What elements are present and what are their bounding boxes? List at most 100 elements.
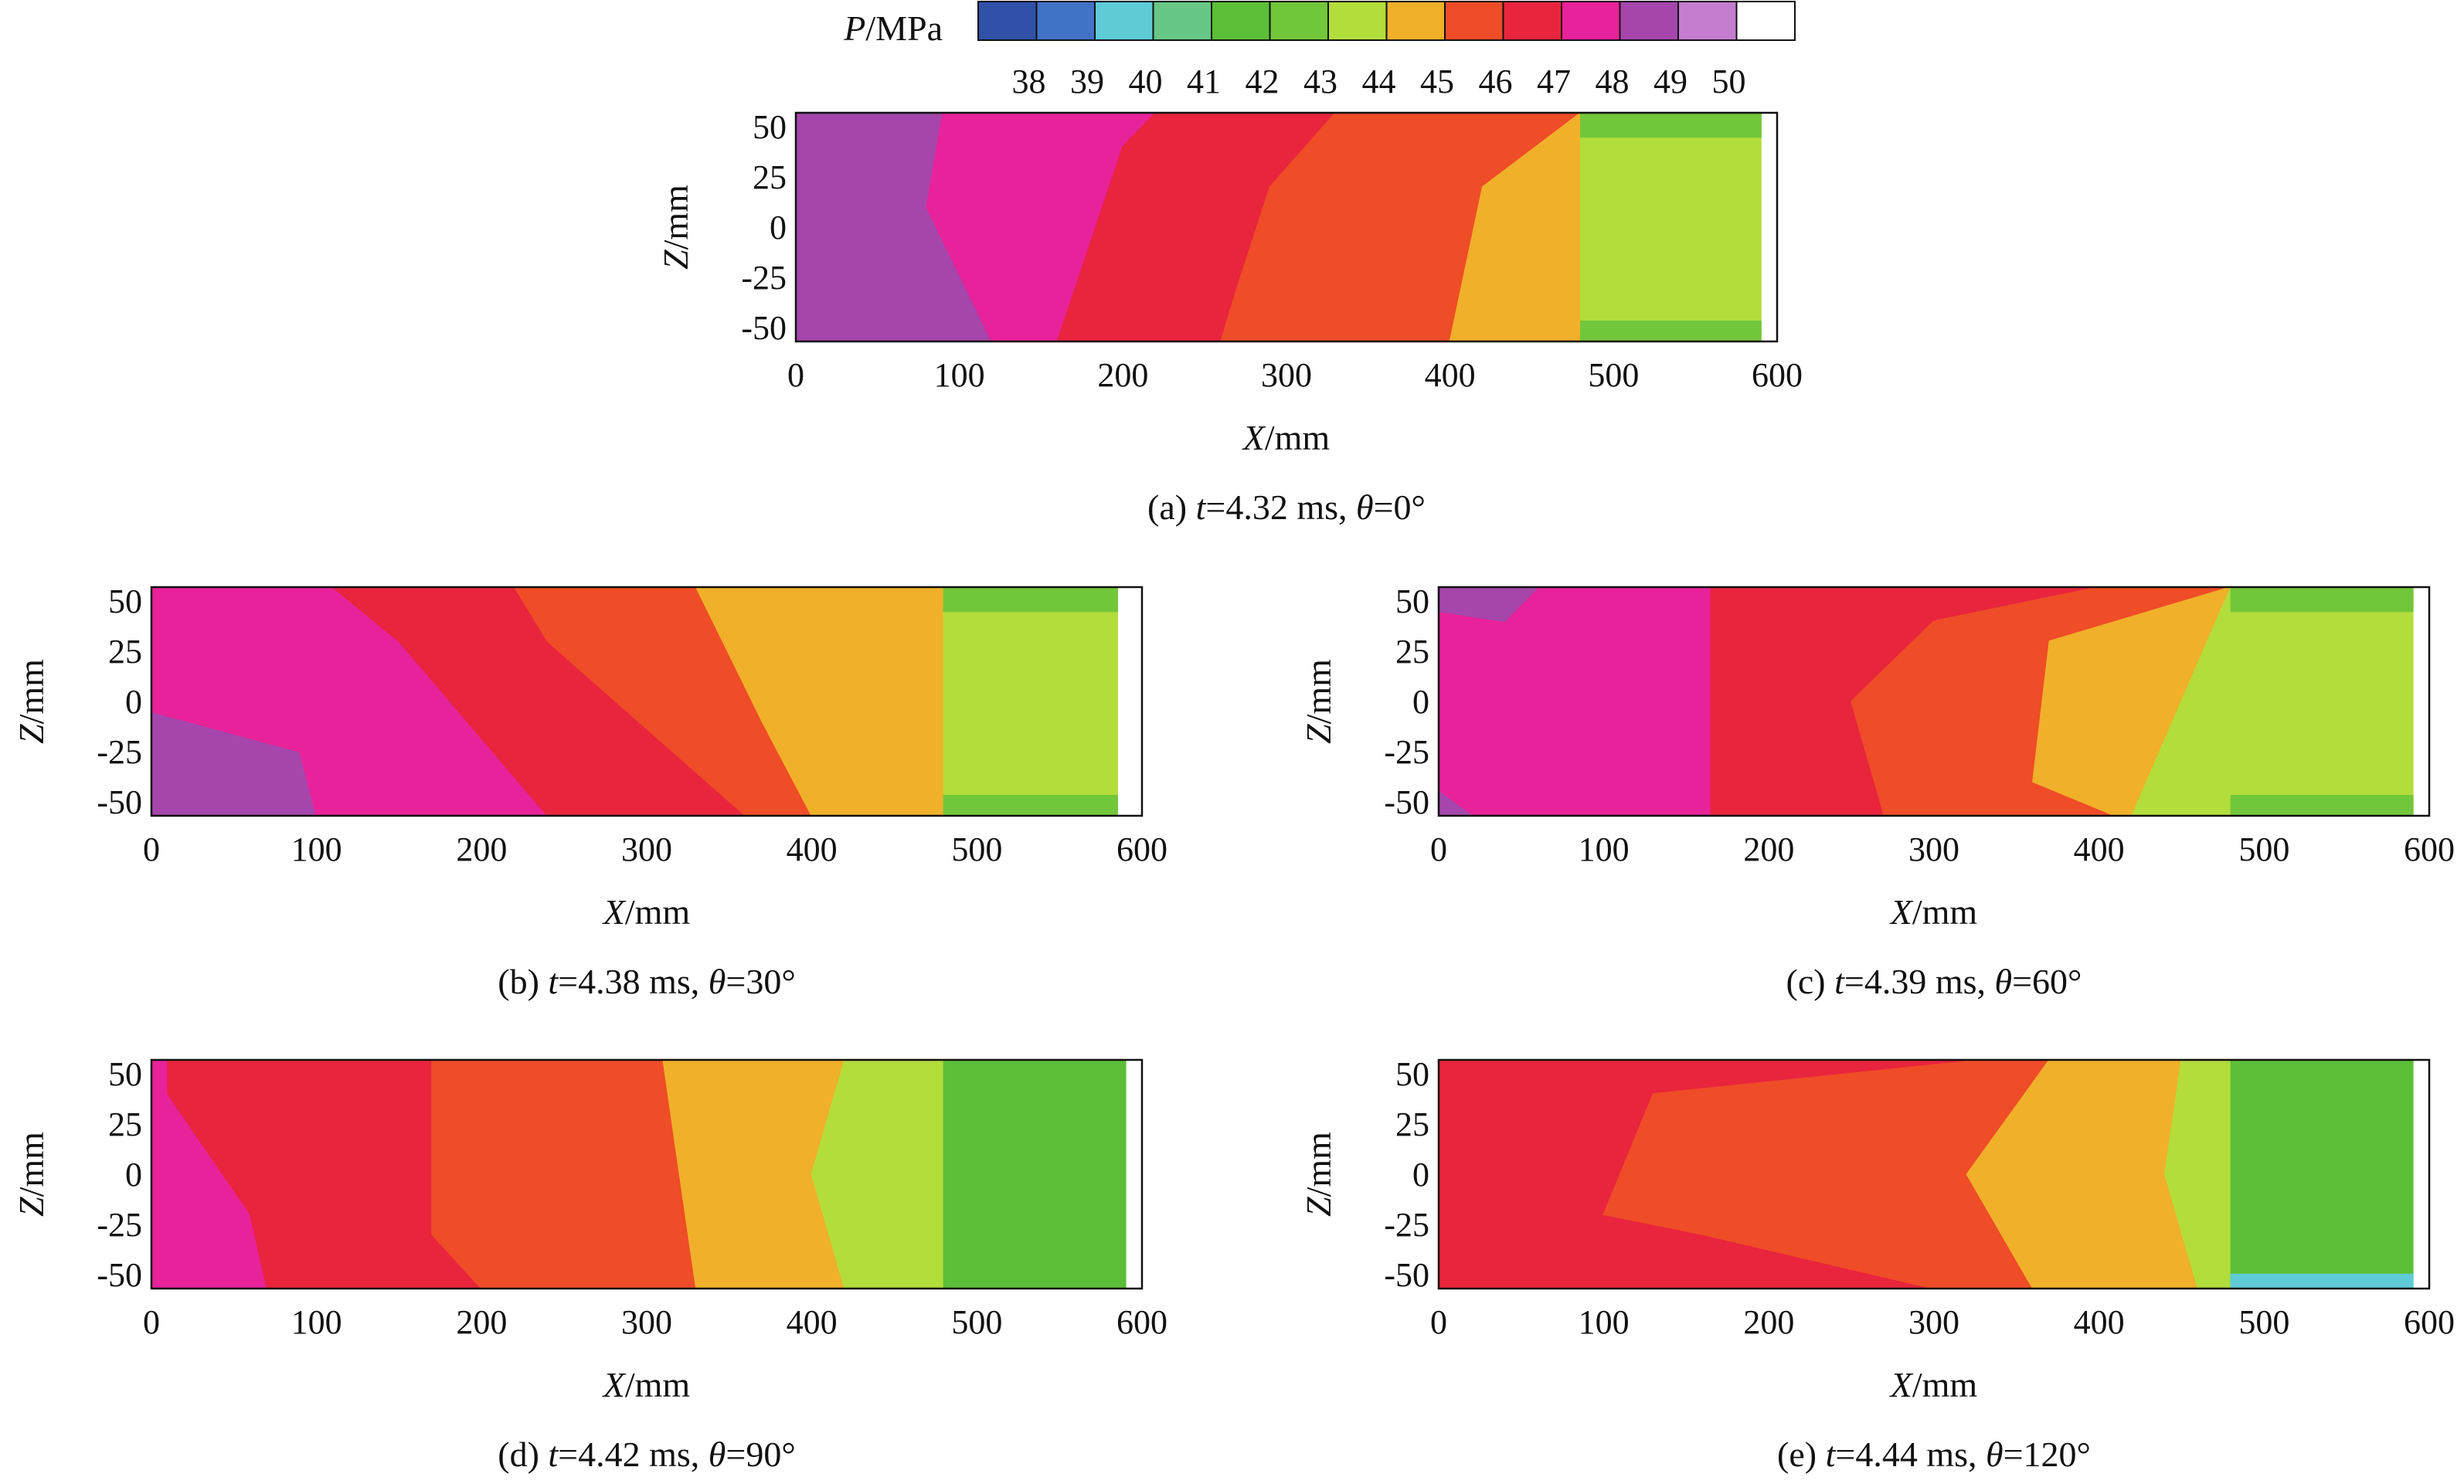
pressure-region bbox=[1580, 112, 1762, 138]
panel-caption: (a) t=4.32 ms, θ=0° bbox=[1147, 487, 1426, 527]
x-tick-label: 200 bbox=[1743, 830, 1794, 868]
y-tick-label: -50 bbox=[97, 783, 142, 821]
y-tick-label: 25 bbox=[753, 158, 787, 196]
colorbar-label: P/MPa bbox=[843, 8, 943, 48]
pressure-region bbox=[1580, 112, 1762, 342]
panel-d: 0 100 200 300 400 500 600 50 25 0 -25 -50 X/mm Z/m… bbox=[12, 1055, 1167, 1474]
y-tick-labels: 50 25 0 -25 -50 bbox=[1384, 582, 1429, 821]
colorbar-tick: 50 bbox=[1712, 63, 1746, 100]
pressure-region bbox=[943, 586, 1118, 817]
colorbar-swatch bbox=[1211, 1, 1271, 41]
x-tick-label: 100 bbox=[1579, 830, 1630, 868]
x-tick-label: 100 bbox=[1579, 1303, 1630, 1341]
y-tick-label: 50 bbox=[1395, 582, 1429, 620]
colorbar-swatches bbox=[977, 1, 1796, 41]
x-tick-label: 500 bbox=[2238, 830, 2289, 868]
y-tick-label: -50 bbox=[1384, 1256, 1429, 1294]
colorbar-swatch bbox=[1269, 1, 1329, 41]
x-tick-label: 600 bbox=[2404, 1303, 2455, 1341]
y-axis-label: Z/mm bbox=[12, 1132, 51, 1217]
colorbar-tick: 47 bbox=[1537, 63, 1571, 100]
colorbar-swatch bbox=[1561, 1, 1621, 41]
colorbar-tick: 49 bbox=[1653, 63, 1687, 100]
y-tick-labels: 50 25 0 -25 -50 bbox=[97, 582, 142, 821]
y-tick-label: 50 bbox=[1395, 1055, 1429, 1093]
x-tick-label: 0 bbox=[143, 1303, 160, 1341]
colorbar-tick: 42 bbox=[1246, 63, 1280, 100]
x-tick-label: 500 bbox=[1588, 356, 1639, 394]
y-tick-label: -25 bbox=[97, 1206, 142, 1244]
pressure-region bbox=[943, 795, 1118, 817]
colorbar-swatch bbox=[977, 1, 1038, 41]
colorbar-tick: 41 bbox=[1187, 63, 1221, 100]
y-tick-label: -50 bbox=[741, 309, 787, 347]
x-tick-label: 600 bbox=[1116, 830, 1167, 868]
panel-caption: (b) t=4.38 ms, θ=30° bbox=[498, 962, 796, 1001]
colorbar-swatch bbox=[1327, 1, 1388, 41]
x-axis-label: X/mm bbox=[1242, 418, 1331, 457]
x-tick-label: 500 bbox=[951, 830, 1002, 868]
y-tick-label: 50 bbox=[108, 582, 142, 620]
x-tick-label: 600 bbox=[1752, 356, 1803, 394]
colorbar-tick: 48 bbox=[1596, 63, 1630, 100]
y-tick-labels: 50 25 0 -25 -50 bbox=[1384, 1055, 1429, 1294]
colorbar-swatch bbox=[1444, 1, 1504, 41]
y-tick-label: 50 bbox=[753, 108, 787, 146]
y-tick-label: 0 bbox=[1412, 683, 1429, 721]
x-tick-label: 200 bbox=[456, 830, 507, 868]
y-tick-label: -25 bbox=[1384, 733, 1429, 771]
x-tick-label: 300 bbox=[621, 1303, 672, 1341]
y-tick-labels: 50 25 0 -25 -50 bbox=[97, 1055, 142, 1294]
x-tick-label: 200 bbox=[1743, 1303, 1794, 1341]
y-tick-label: -50 bbox=[1384, 783, 1429, 821]
panel-c: 0 100 200 300 400 500 600 50 25 0 -25 -50 X/mm Z/m… bbox=[1299, 582, 2455, 1001]
y-tick-label: 0 bbox=[125, 1156, 142, 1194]
x-tick-labels: 0 100 200 300 400 500 600 bbox=[1430, 1303, 2455, 1341]
plot-frame bbox=[794, 111, 1779, 343]
y-tick-label: 25 bbox=[108, 633, 142, 671]
contour-regions bbox=[151, 586, 1118, 817]
colorbar: P/MPa 38 39 40 41 42 43 44 45 46 47 48 49 50 bbox=[843, 1, 1796, 100]
colorbar-tick: 38 bbox=[1012, 63, 1046, 100]
colorbar-tick: 44 bbox=[1362, 63, 1396, 100]
plot-frame bbox=[1437, 586, 2431, 817]
pressure-region bbox=[2230, 586, 2414, 613]
x-tick-label: 400 bbox=[787, 1303, 838, 1341]
y-tick-label: 25 bbox=[1395, 633, 1429, 671]
panel-a: 0 100 200 300 400 500 600 50 25 0 -25 -50 X/mm Z/m… bbox=[656, 108, 1803, 527]
panel-b: 0 100 200 300 400 500 600 50 25 0 -25 -50 X/mm Z/m… bbox=[12, 582, 1167, 1001]
colorbar-swatch bbox=[1502, 1, 1562, 41]
x-tick-label: 100 bbox=[934, 356, 985, 394]
x-tick-labels: 0 100 200 300 400 500 600 bbox=[787, 356, 1803, 394]
y-axis-label: Z/mm bbox=[656, 185, 695, 270]
colorbar-tick: 46 bbox=[1479, 63, 1513, 100]
x-tick-label: 0 bbox=[1430, 830, 1447, 868]
x-tick-label: 100 bbox=[291, 1303, 342, 1341]
x-tick-label: 600 bbox=[2404, 830, 2455, 868]
colorbar-swatch bbox=[1735, 1, 1796, 41]
contour-regions bbox=[1438, 586, 2414, 817]
colorbar-tick: 43 bbox=[1303, 63, 1337, 100]
x-tick-label: 0 bbox=[787, 356, 804, 394]
x-tick-label: 400 bbox=[787, 830, 838, 868]
contour-regions bbox=[1438, 1059, 2414, 1289]
colorbar-swatch bbox=[1094, 1, 1154, 41]
pressure-region bbox=[1438, 586, 1712, 817]
x-tick-label: 300 bbox=[1908, 1303, 1959, 1341]
x-tick-label: 0 bbox=[1430, 1303, 1447, 1341]
y-tick-label: 0 bbox=[125, 683, 142, 721]
y-tick-label: -25 bbox=[97, 733, 142, 771]
y-tick-label: 0 bbox=[770, 209, 787, 246]
y-tick-label: 25 bbox=[108, 1105, 142, 1143]
x-tick-label: 300 bbox=[621, 830, 672, 868]
plot-frame bbox=[150, 1058, 1144, 1290]
panel-e: 0 100 200 300 400 500 600 50 25 0 -25 -50 X/mm Z/m… bbox=[1299, 1055, 2455, 1474]
colorbar-tick-labels: 38 39 40 41 42 43 44 45 46 47 48 49 50 bbox=[1012, 63, 1746, 100]
x-tick-label: 300 bbox=[1908, 830, 1959, 868]
y-tick-label: 25 bbox=[1395, 1105, 1429, 1143]
y-axis-label: Z/mm bbox=[12, 659, 51, 744]
x-axis-label: X/mm bbox=[602, 1365, 691, 1404]
panel-caption: (c) t=4.39 ms, θ=60° bbox=[1786, 962, 2082, 1001]
pressure-region bbox=[431, 1059, 698, 1289]
pressure-region bbox=[1580, 321, 1762, 342]
